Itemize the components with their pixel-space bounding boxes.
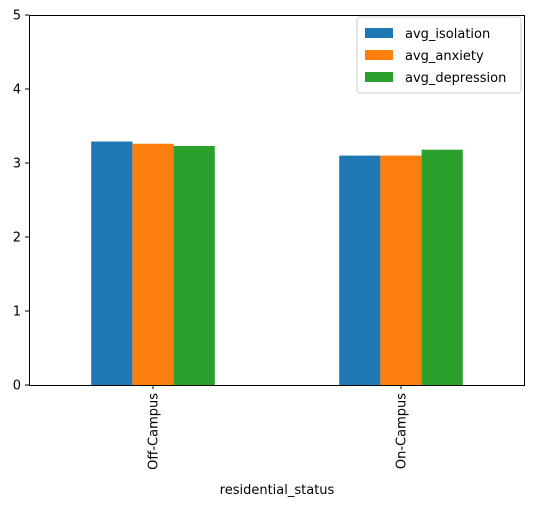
bar-avg_isolation-On-Campus (339, 155, 381, 385)
legend-label-avg_isolation: avg_isolation (405, 27, 490, 42)
x-axis-label: residential_status (220, 483, 335, 498)
y-tick-label: 0 (13, 379, 21, 394)
legend: avg_isolation avg_anxiety avg_depression (356, 16, 522, 94)
legend-swatch-avg_isolation (365, 28, 393, 38)
legend-swatch-avg_anxiety (365, 50, 393, 60)
bar-avg_depression-On-Campus (421, 149, 463, 385)
y-tick-label: 5 (13, 9, 21, 24)
x-axis: Off-Campus On-Campus (147, 385, 410, 470)
y-axis: 0 1 2 3 4 5 (13, 9, 29, 394)
plot-frame (29, 15, 525, 386)
x-tick-label: On-Campus (395, 393, 410, 469)
y-tick-label: 2 (13, 231, 21, 246)
legend-box (356, 16, 522, 94)
bars-group (91, 141, 463, 385)
legend-swatch-avg_depression (365, 72, 393, 82)
y-tick-label: 4 (13, 83, 21, 98)
x-tick-label: Off-Campus (147, 393, 162, 470)
bar-avg_anxiety-Off-Campus (132, 143, 174, 385)
bar-avg_depression-Off-Campus (173, 145, 215, 385)
y-tick-label: 3 (13, 157, 21, 172)
bar-avg_anxiety-On-Campus (380, 155, 422, 385)
legend-label-avg_depression: avg_depression (405, 71, 506, 86)
y-tick-label: 1 (13, 305, 21, 320)
bar-avg_isolation-Off-Campus (91, 141, 133, 385)
legend-label-avg_anxiety: avg_anxiety (405, 49, 484, 64)
